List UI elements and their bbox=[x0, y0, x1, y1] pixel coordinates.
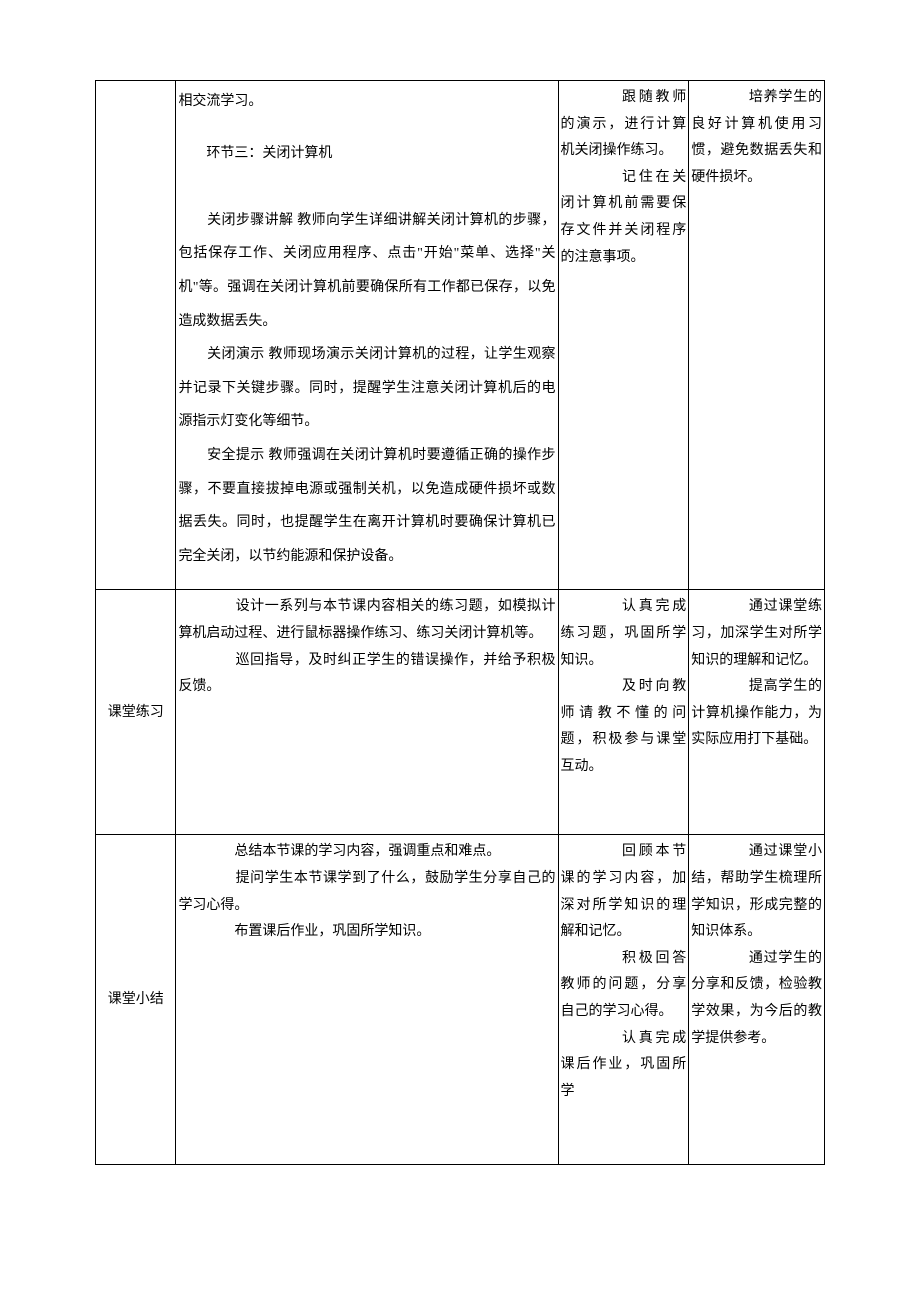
main-para: 巡回指导，及时纠正学生的错误操作，并给予积极反馈。 bbox=[178, 648, 555, 701]
student-para: 回顾本节课的学习内容，加深对所学知识的理解和记忆。 bbox=[561, 839, 687, 945]
row-label-cell bbox=[96, 81, 176, 590]
design-intent-cell: 通过课堂练习，加深学生对所学知识的理解和记忆。 提高学生的计算机操作能力，为实际… bbox=[689, 590, 825, 835]
table-row-3: 课堂小结 总结本节课的学习内容，强调重点和难点。 提问学生本节课学到了什么，鼓励… bbox=[96, 835, 825, 1165]
main-para bbox=[178, 170, 555, 204]
main-content-cell: 相交流学习。 环节三：关闭计算机 关闭步骤讲解 教师向学生详细讲解关闭计算机的步… bbox=[176, 81, 558, 590]
main-para: 相交流学习。 bbox=[178, 85, 555, 119]
main-content-cell: 设计一系列与本节课内容相关的练习题，如模拟计算机启动过程、进行鼠标器操作练习、练… bbox=[176, 590, 558, 835]
intent-para: 提高学生的计算机操作能力，为实际应用打下基础。 bbox=[691, 674, 822, 754]
row-label-cell: 课堂小结 bbox=[96, 835, 176, 1165]
main-para: 布置课后作业，巩固所学知识。 bbox=[178, 919, 555, 946]
main-para: 关闭演示 教师现场演示关闭计算机的过程，让学生观察并记录下关键步骤。同时，提醒学… bbox=[178, 338, 555, 439]
lesson-plan-table: 相交流学习。 环节三：关闭计算机 关闭步骤讲解 教师向学生详细讲解关闭计算机的步… bbox=[95, 80, 825, 1165]
intent-para: 培养学生的良好计算机使用习惯，避免数据丢失和硬件损坏。 bbox=[691, 85, 822, 191]
main-para: 提问学生本节课学到了什么，鼓励学生分享自己的学习心得。 bbox=[178, 866, 555, 919]
student-para: 认真完成课后作业，巩固所学 bbox=[561, 1026, 687, 1106]
intent-para: 通过学生的分享和反馈，检验教学效果，为今后的教学提供参考。 bbox=[691, 946, 822, 1052]
student-para: 积极回答教师的问题，分享自己的学习心得。 bbox=[561, 946, 687, 1026]
student-activity-cell: 回顾本节课的学习内容，加深对所学知识的理解和记忆。 积极回答教师的问题，分享自己… bbox=[558, 835, 689, 1165]
intent-para: 通过课堂小结，帮助学生梳理所学知识，形成完整的知识体系。 bbox=[691, 839, 822, 945]
student-para: 跟随教师的演示，进行计算机关闭操作练习。 bbox=[561, 85, 687, 165]
design-intent-cell: 通过课堂小结，帮助学生梳理所学知识，形成完整的知识体系。 通过学生的分享和反馈，… bbox=[689, 835, 825, 1165]
main-para: 关闭步骤讲解 教师向学生详细讲解关闭计算机的步骤，包括保存工作、关闭应用程序、点… bbox=[178, 204, 555, 338]
design-intent-cell: 培养学生的良好计算机使用习惯，避免数据丢失和硬件损坏。 bbox=[689, 81, 825, 590]
student-para: 及时向教师请教不懂的问题，积极参与课堂互动。 bbox=[561, 674, 687, 780]
main-para: 环节三：关闭计算机 bbox=[178, 137, 555, 171]
student-para: 记住在关闭计算机前需要保存文件并关闭程序的注意事项。 bbox=[561, 165, 687, 271]
table-row-2: 课堂练习 设计一系列与本节课内容相关的练习题，如模拟计算机启动过程、进行鼠标器操… bbox=[96, 590, 825, 835]
row-label: 课堂练习 bbox=[108, 705, 164, 720]
main-para: 总结本节课的学习内容，强调重点和难点。 bbox=[178, 839, 555, 866]
table-row-1: 相交流学习。 环节三：关闭计算机 关闭步骤讲解 教师向学生详细讲解关闭计算机的步… bbox=[96, 81, 825, 590]
student-para: 认真完成练习题，巩固所学知识。 bbox=[561, 594, 687, 674]
intent-para: 通过课堂练习，加深学生对所学知识的理解和记忆。 bbox=[691, 594, 822, 674]
row-label-cell: 课堂练习 bbox=[96, 590, 176, 835]
main-content-cell: 总结本节课的学习内容，强调重点和难点。 提问学生本节课学到了什么，鼓励学生分享自… bbox=[176, 835, 558, 1165]
main-para: 设计一系列与本节课内容相关的练习题，如模拟计算机启动过程、进行鼠标器操作练习、练… bbox=[178, 594, 555, 647]
main-para: 安全提示 教师强调在关闭计算机时要遵循正确的操作步骤，不要直接拔掉电源或强制关机… bbox=[178, 439, 555, 573]
student-activity-cell: 跟随教师的演示，进行计算机关闭操作练习。 记住在关闭计算机前需要保存文件并关闭程… bbox=[558, 81, 689, 590]
row-label: 课堂小结 bbox=[108, 992, 164, 1007]
student-activity-cell: 认真完成练习题，巩固所学知识。 及时向教师请教不懂的问题，积极参与课堂互动。 bbox=[558, 590, 689, 835]
